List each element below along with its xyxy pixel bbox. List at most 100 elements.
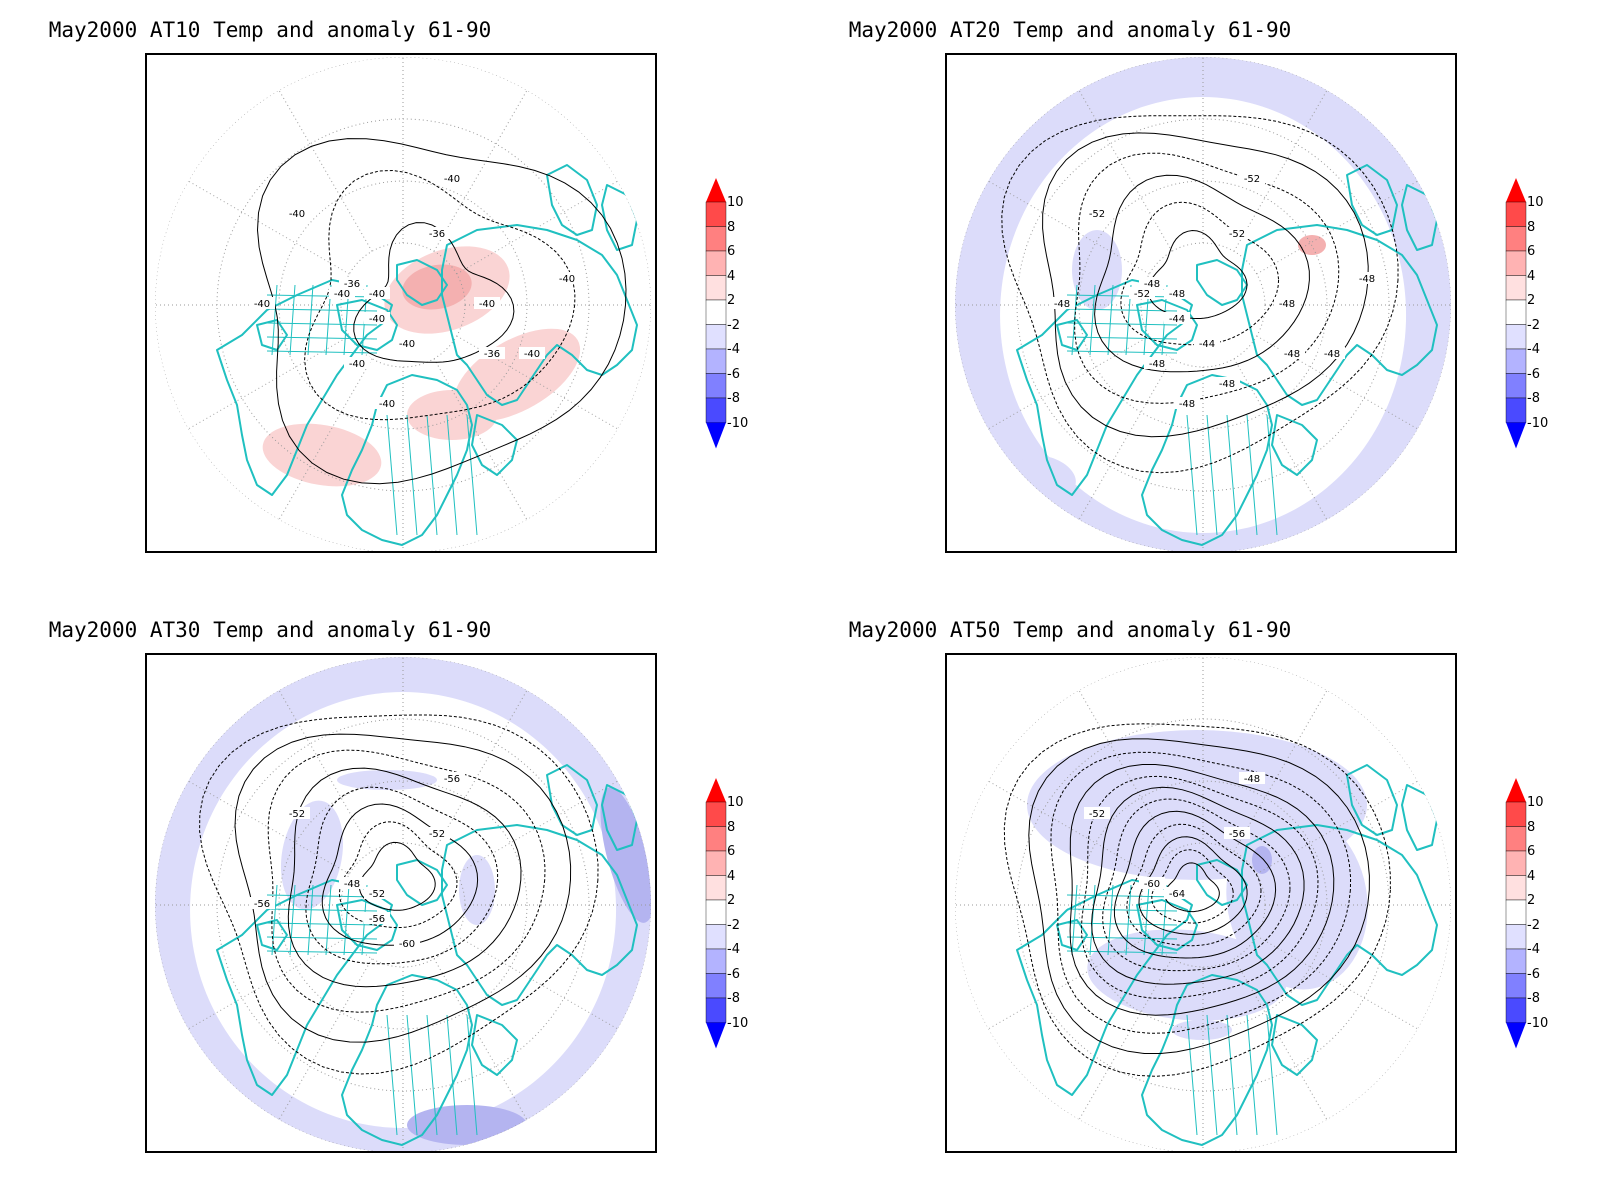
coastline (1196, 859, 1248, 906)
colorbar-swatch (1505, 201, 1527, 227)
colorbar-svg (1505, 178, 1527, 449)
coastline (1016, 279, 1193, 496)
contour-label: -52 (1244, 174, 1260, 185)
border-line (1226, 1014, 1238, 1136)
coastline (1136, 299, 1198, 351)
contour-label-bg (364, 287, 390, 299)
contour-label: -48 (1284, 349, 1300, 360)
colorbar-swatch (1505, 299, 1527, 325)
longitude-line (1233, 358, 1328, 521)
colorbar-tick-label: -10 (1527, 1015, 1549, 1031)
border-line (1066, 908, 1178, 912)
colorbar-arrow-top (706, 778, 726, 802)
border-line (266, 894, 378, 898)
colorbar-swatch (1505, 801, 1527, 827)
longitude-line (1256, 335, 1419, 430)
contour-label-bg (364, 312, 390, 324)
longitude-line (278, 358, 373, 521)
colorbar-arrow-bottom (1506, 1022, 1526, 1049)
contour-line (267, 749, 546, 1013)
colorbar-swatch (705, 875, 727, 901)
coastline (1401, 784, 1438, 851)
border-line (1266, 1014, 1278, 1136)
map-svg: -40-40-36-36-40-40-40-40-40-40-36 -40-40-… (155, 57, 651, 551)
border-line (266, 308, 378, 312)
colorbar-tick-label: -6 (727, 366, 740, 382)
colorbar-tick-label: -6 (727, 966, 740, 982)
colorbar-svg (705, 778, 727, 1049)
colorbar-tick-label: 2 (1527, 893, 1536, 908)
border-line (466, 1014, 478, 1136)
polar-map: -56 -52 -52 -48 -52 -56 -56 -60 (145, 653, 657, 1153)
panel-at10: May2000 AT10 Temp and anomaly 61-90 -40-… (0, 0, 800, 600)
contour-label: -36 (429, 229, 445, 240)
border-line (266, 350, 378, 354)
colorbar-arrow-bottom (706, 1022, 726, 1049)
colorbar-swatch (705, 299, 727, 325)
contour-label-bg (1224, 227, 1250, 239)
contour-line (1042, 132, 1369, 438)
border-line (1246, 1014, 1258, 1136)
colorbar-swatch (705, 201, 727, 227)
panel-title: May2000 AT30 Temp and anomaly 61-90 (48, 618, 492, 642)
colorbar-swatch (705, 250, 727, 276)
longitude-line (1233, 958, 1328, 1121)
contour-line (1102, 798, 1291, 972)
colorbar-swatch (705, 997, 727, 1023)
border-line (386, 414, 398, 536)
colorbar-arrow-top (1506, 778, 1526, 802)
contour-label: -52 (1089, 209, 1105, 220)
cold-anomaly-area (337, 770, 437, 790)
contour-label: -48 (1169, 289, 1185, 300)
polar-map: -52 -52 -52 -48 -48 -48 -44 -44 -48 -48 -48 -48 -48-… (945, 53, 1457, 553)
border-line (266, 936, 378, 940)
contours (1001, 115, 1399, 474)
longitude-line (278, 89, 373, 252)
contour-label: -40 (254, 299, 270, 310)
contour-label: -52 (1134, 289, 1150, 300)
cold-anomaly-area (459, 855, 495, 925)
contour-label: -64 (1169, 889, 1185, 900)
contour-label: -40 (289, 209, 305, 220)
border-line (1206, 414, 1218, 536)
contour-label: -56 (444, 774, 460, 785)
colorbar-swatch (1505, 875, 1527, 901)
coastline (1016, 879, 1193, 1096)
border-line (1066, 294, 1178, 298)
colorbar-swatch (705, 948, 727, 974)
contour-label-bg (424, 227, 450, 239)
coastline (1271, 1014, 1318, 1076)
colorbar-swatch (705, 924, 727, 950)
border-line (1186, 1014, 1198, 1136)
contour-line (1126, 823, 1262, 947)
contour-label-bg (1084, 207, 1110, 219)
border-line (386, 1014, 398, 1136)
panel-at50: May2000 AT50 Temp and anomaly 61-90 -48-… (800, 600, 1600, 1200)
contour-label: -40 (379, 399, 395, 410)
contour-line (1003, 723, 1391, 1077)
cold-anomaly-core (1252, 846, 1272, 874)
coastline (601, 184, 638, 251)
coastline (471, 1014, 518, 1076)
contour-label-bg (474, 297, 500, 309)
border-line (1107, 884, 1114, 956)
contour-label: -60 (1144, 879, 1160, 890)
colorbar-swatch (705, 850, 727, 876)
colorbar-swatch (705, 973, 727, 999)
contour-label: -44 (1199, 339, 1215, 350)
colorbar-tick-label: -4 (727, 942, 740, 957)
longitude-line (187, 180, 350, 275)
latitude-circle (278, 180, 528, 430)
border-line (266, 322, 378, 326)
contour-label-bg (249, 897, 275, 909)
contour-line (1151, 849, 1234, 924)
colorbar-swatch (705, 801, 727, 827)
map-layer (155, 57, 651, 551)
colorbar-tick-label: -6 (1527, 966, 1540, 982)
border-line (325, 884, 332, 956)
contour-label: -40 (349, 359, 365, 370)
contour-label: -48 (1279, 299, 1295, 310)
colorbar-swatch (1505, 397, 1527, 423)
contour-label-bg (1279, 347, 1305, 359)
contour-label-bg (339, 877, 365, 889)
